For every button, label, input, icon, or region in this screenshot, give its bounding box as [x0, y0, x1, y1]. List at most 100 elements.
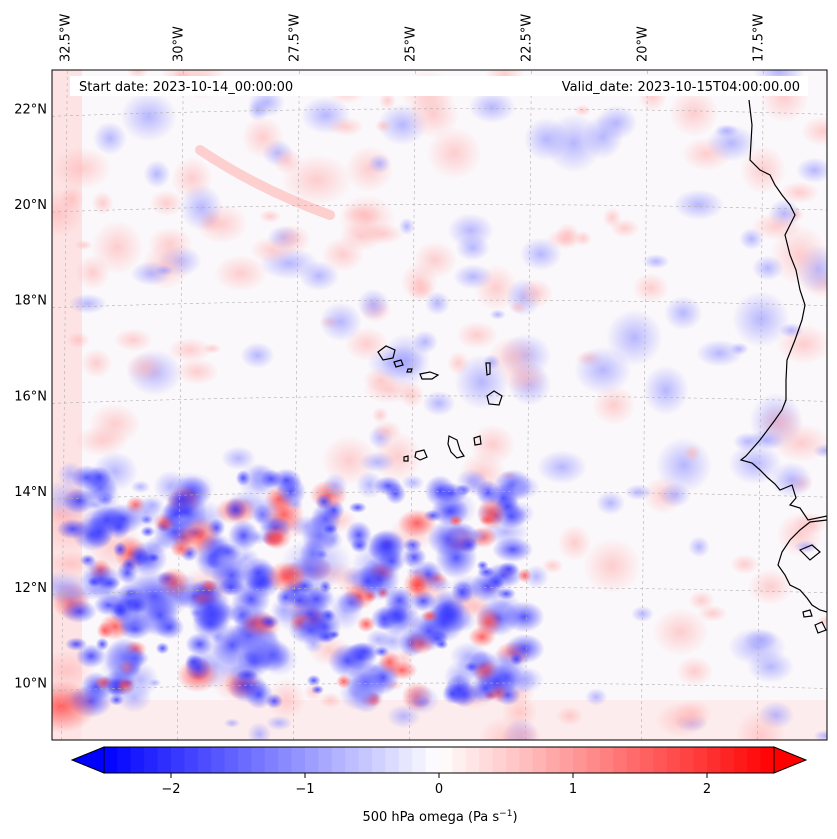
field-cell: [455, 234, 491, 261]
island-maio: [473, 435, 482, 446]
field-cell: [642, 253, 670, 269]
colorbar-step: [599, 747, 614, 773]
coastal-island: [814, 621, 827, 634]
colorbar-step: [640, 747, 654, 773]
colorbar-step: [291, 747, 306, 773]
ascent-cell: [155, 642, 170, 655]
lon-tick-label: 27.5°W: [287, 14, 302, 62]
field-cell: [221, 446, 256, 471]
field-cell: [541, 558, 564, 574]
field-cell: [682, 444, 702, 462]
field-cell: [371, 406, 389, 424]
ascent-cell: [259, 469, 283, 489]
field-cell: [66, 331, 91, 349]
colorbar-extend-max: [773, 746, 808, 774]
lat-tick-label: 16°N: [14, 389, 47, 404]
field-cell: [468, 90, 516, 124]
subsidence-streak: [195, 145, 335, 220]
field-cell: [592, 385, 636, 426]
ascent-cell: [425, 576, 452, 593]
field-cell: [668, 88, 719, 138]
parallel-line: [52, 587, 827, 596]
ascent-cell: [262, 531, 286, 548]
meridian-line: [176, 70, 184, 740]
field-cell: [247, 722, 272, 740]
ascent-cell: [345, 674, 385, 714]
colorbar-step: [251, 747, 266, 773]
ascent-cell: [99, 642, 143, 684]
colorbar-step: [720, 747, 735, 773]
meridian-line: [293, 70, 300, 740]
start-date-label: Start date: 2023-10-14_00:00:00: [79, 80, 293, 95]
colorbar-step: [465, 747, 480, 773]
colorbar-label-exponent: −1: [499, 809, 512, 819]
field-cell: [651, 607, 710, 657]
colorbar-step: [439, 747, 453, 773]
field-cell: [265, 715, 293, 731]
field-cell: [398, 217, 415, 236]
map-frame: [51, 69, 828, 741]
ascent-cell: [104, 594, 122, 606]
colorbar-step: [117, 747, 132, 773]
colorbar-step: [305, 747, 319, 773]
colorbar-step: [492, 747, 507, 773]
ascent-cell: [471, 650, 490, 668]
field-cell: [573, 104, 592, 117]
ascent-cell: [130, 480, 151, 494]
ascent-cell: [492, 536, 534, 563]
field-cell: [149, 190, 184, 217]
ascent-cell: [477, 663, 517, 699]
field-cell: [426, 126, 482, 180]
colorbar-label-main: 500 hPa omega (Pa s: [362, 810, 499, 825]
field-cell: [240, 342, 275, 369]
field-cell: [518, 278, 554, 309]
colorbar-step: [197, 747, 212, 773]
colorbar-tick-label: −2: [161, 782, 180, 797]
field-cell: [501, 722, 542, 740]
field-cell: [727, 442, 783, 485]
ascent-cell: [401, 474, 425, 491]
ascent-cell: [310, 685, 324, 695]
ascent-cell: [429, 589, 466, 628]
meridian-line: [60, 70, 68, 740]
island-sal: [485, 362, 491, 376]
field-cell: [258, 209, 282, 223]
meridian-line: [409, 70, 416, 740]
lon-tick-label: 17.5°W: [751, 14, 766, 62]
parallel-line: [52, 204, 827, 213]
colorbar-step: [760, 747, 775, 773]
african-coastline: [739, 99, 827, 613]
ascent-cell: [370, 606, 399, 631]
colorbar-step: [211, 747, 226, 773]
ascent-cell: [128, 497, 163, 528]
colorbar-step: [653, 747, 668, 773]
ascent-cell: [322, 523, 338, 534]
field-cell: [482, 354, 501, 370]
field-cell: [359, 451, 396, 473]
ascent-cell: [345, 520, 373, 550]
field-cell: [555, 706, 584, 727]
ascent-cell: [366, 530, 405, 563]
colorbar-step: [224, 747, 239, 773]
field-cell: [298, 260, 340, 292]
field-cell: [595, 105, 638, 140]
field-cell: [489, 309, 506, 320]
ascent-cell: [453, 485, 470, 497]
colorbar-step: [171, 747, 185, 773]
lat-tick-label: 18°N: [14, 294, 47, 309]
colorbar-step: [157, 747, 172, 773]
ascent-cell: [75, 643, 107, 669]
colorbar-step: [586, 747, 601, 773]
coastal-island-2: [802, 609, 813, 618]
colorbar-step: [345, 747, 360, 773]
field-cell: [730, 553, 760, 575]
ascent-cell: [227, 670, 267, 703]
field-cell: [424, 291, 451, 316]
field-cell: [509, 301, 528, 314]
ascent-cell: [239, 621, 282, 668]
coastline: [739, 99, 827, 634]
ascent-cell: [210, 549, 243, 571]
colorbar-tick-label: 0: [435, 782, 443, 797]
colorbar-step: [707, 747, 721, 773]
